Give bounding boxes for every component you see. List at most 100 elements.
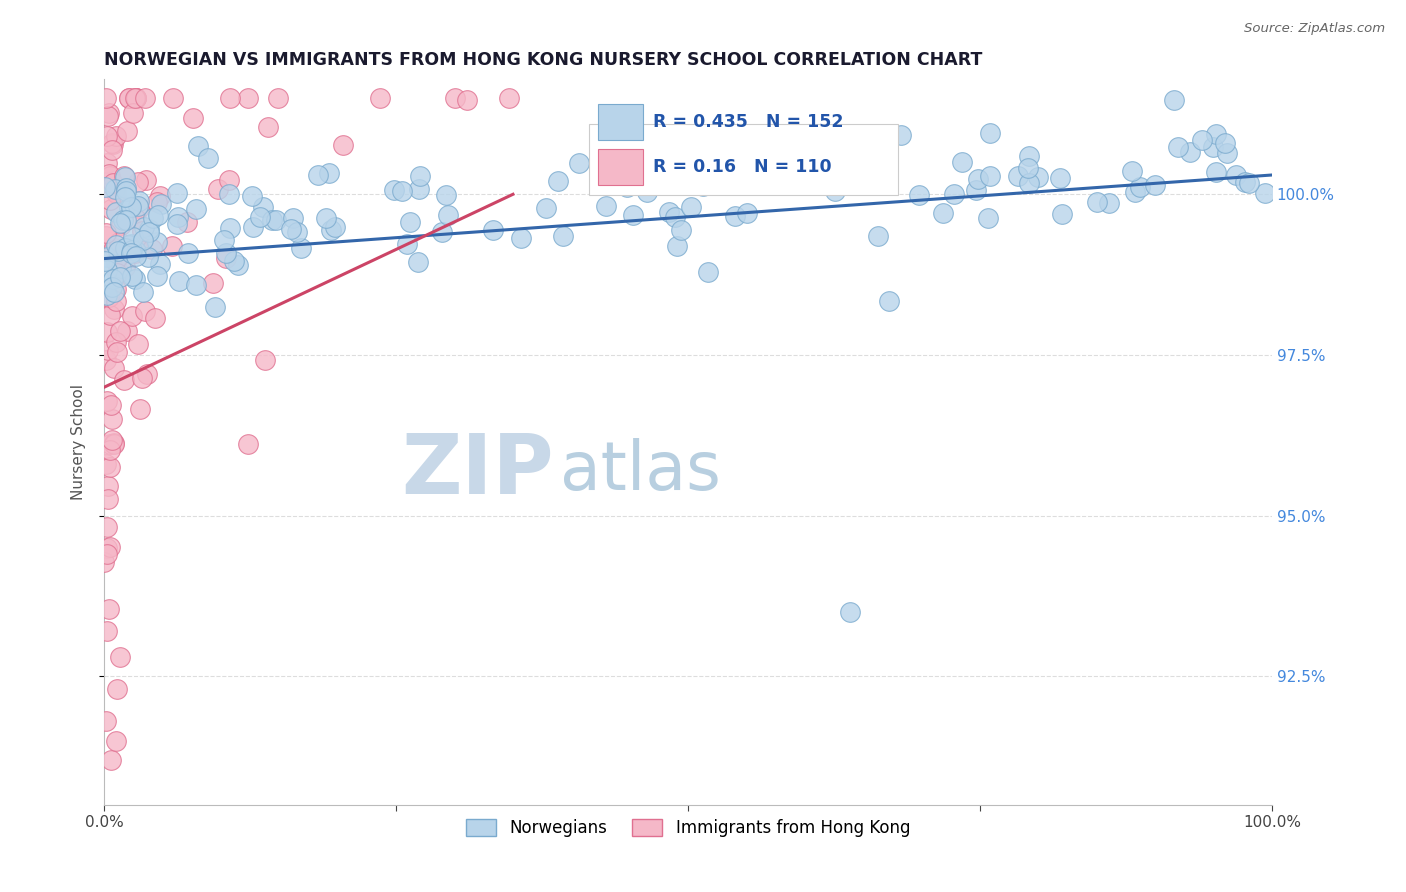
Point [146, 269, 169, 284]
Point [105, 238, 128, 252]
Point [1050, 207, 1073, 221]
Point [214, 252, 236, 266]
Point [1163, 93, 1185, 107]
Point [100, 136, 122, 150]
Point [94, 179, 117, 194]
Point [226, 258, 249, 272]
Text: atlas: atlas [560, 438, 720, 504]
Point [1026, 169, 1049, 184]
Point [118, 91, 141, 105]
Point [127, 337, 149, 351]
Point [181, 111, 204, 125]
Point [97, 109, 120, 123]
Point [260, 213, 283, 227]
Point [207, 181, 229, 195]
Point [257, 120, 280, 134]
Text: R = 0.16   N = 110: R = 0.16 N = 110 [652, 158, 832, 177]
Point [879, 293, 901, 308]
Point [236, 437, 259, 451]
Point [93, 555, 115, 569]
Point [105, 682, 128, 697]
Point [149, 189, 172, 203]
Point [409, 169, 432, 183]
Point [98, 169, 121, 184]
Point [218, 91, 240, 105]
Point [755, 148, 778, 162]
Point [97, 291, 120, 305]
Point [166, 218, 188, 232]
Point [267, 91, 290, 105]
Point [108, 650, 131, 665]
Point [399, 215, 422, 229]
Point [332, 137, 354, 152]
Point [107, 244, 129, 259]
Point [122, 106, 145, 120]
Point [96, 520, 118, 534]
Point [692, 179, 714, 194]
Point [131, 224, 153, 238]
Point [134, 220, 156, 235]
Point [253, 353, 276, 368]
Point [382, 182, 405, 196]
Point [120, 246, 142, 260]
Point [498, 91, 520, 105]
Point [105, 266, 128, 280]
Point [94, 226, 117, 240]
Point [167, 210, 190, 224]
Point [456, 94, 478, 108]
Point [110, 261, 132, 276]
Point [134, 304, 156, 318]
Point [149, 257, 172, 271]
Point [96, 250, 118, 264]
Point [131, 370, 153, 384]
Point [1017, 161, 1039, 176]
Point [124, 272, 146, 286]
Point [121, 310, 143, 324]
Point [108, 265, 131, 279]
Point [104, 186, 127, 201]
Point [595, 198, 617, 212]
Text: ZIP: ZIP [401, 430, 554, 511]
Point [406, 255, 429, 269]
Point [98, 168, 121, 182]
Point [100, 398, 122, 412]
Point [967, 171, 990, 186]
Point [103, 136, 125, 151]
Point [547, 174, 569, 188]
Point [125, 91, 148, 105]
Point [1237, 176, 1260, 190]
Point [218, 187, 240, 202]
Point [105, 129, 128, 144]
Point [482, 222, 505, 236]
Point [98, 602, 121, 616]
Point [122, 230, 145, 244]
Point [124, 91, 146, 105]
Point [323, 220, 346, 235]
Point [114, 184, 136, 198]
Point [96, 547, 118, 561]
Point [965, 183, 987, 197]
Text: Source: ZipAtlas.com: Source: ZipAtlas.com [1244, 22, 1385, 36]
Point [723, 210, 745, 224]
Point [115, 181, 138, 195]
Point [129, 401, 152, 416]
Point [1178, 145, 1201, 159]
Point [111, 212, 134, 227]
Point [112, 373, 135, 387]
Point [242, 219, 264, 234]
Point [616, 179, 638, 194]
Point [101, 280, 124, 294]
Point [177, 246, 200, 260]
Point [510, 231, 533, 245]
Point [117, 324, 139, 338]
Point [110, 270, 132, 285]
Point [114, 169, 136, 183]
Point [101, 272, 124, 286]
Point [108, 235, 131, 250]
Point [212, 233, 235, 247]
Point [98, 540, 121, 554]
Point [104, 182, 127, 196]
Point [101, 143, 124, 157]
Point [114, 260, 136, 275]
Point [890, 128, 912, 142]
